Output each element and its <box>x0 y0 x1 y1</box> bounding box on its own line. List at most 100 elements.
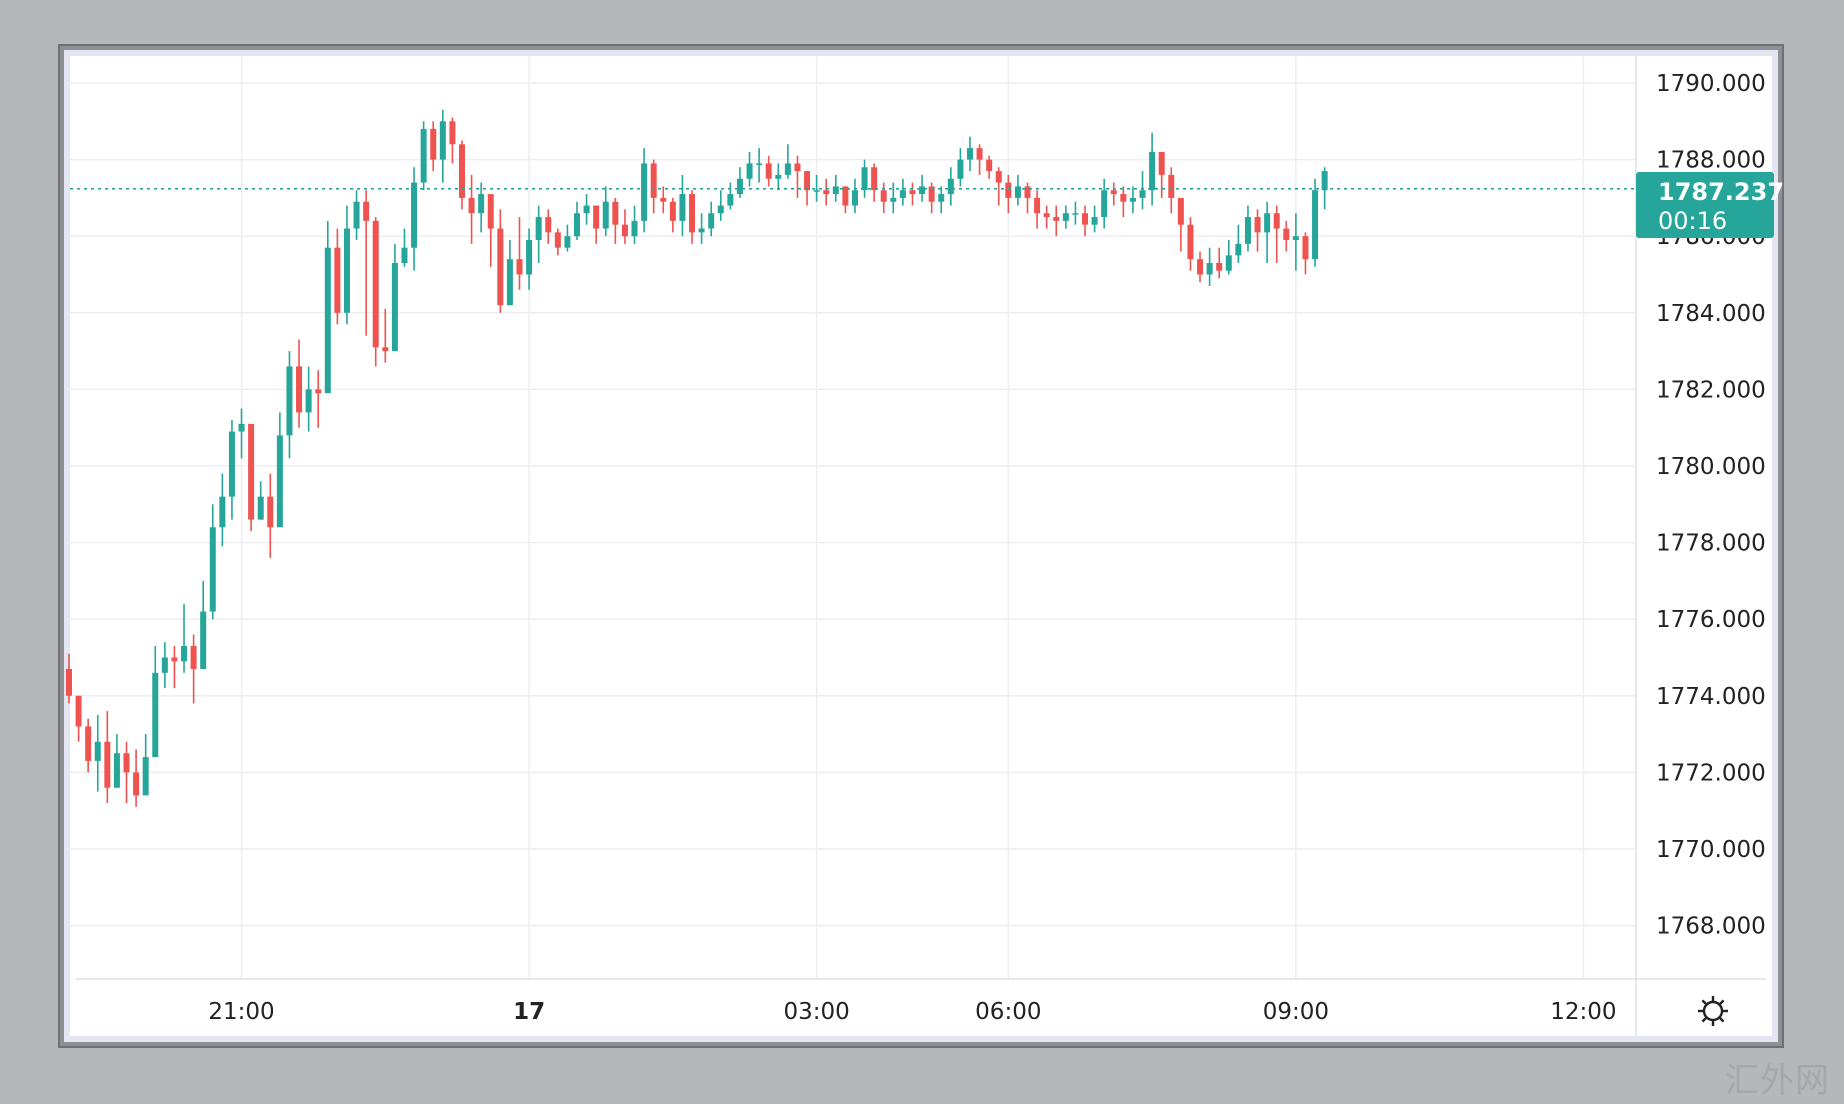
candle-body <box>669 201 676 221</box>
candle-body <box>133 772 140 796</box>
candle-body <box>1034 197 1041 214</box>
candle-body <box>775 174 782 179</box>
candle <box>1244 205 1251 252</box>
candle-body <box>353 201 360 229</box>
candle-body <box>746 163 753 179</box>
candle <box>1292 213 1299 271</box>
time-tick-label: 09:00 <box>1263 999 1329 1025</box>
candle-body <box>526 240 533 275</box>
candle-body <box>612 201 619 225</box>
candle <box>391 243 398 352</box>
candle <box>602 186 609 237</box>
candle-body <box>1014 186 1021 198</box>
candle-body <box>899 190 906 198</box>
candle-body <box>832 186 839 195</box>
candle <box>334 228 341 325</box>
candle <box>1091 205 1098 233</box>
candle <box>1254 209 1261 252</box>
candle-body <box>621 224 628 237</box>
candle-body <box>1091 217 1098 225</box>
candle <box>420 121 427 191</box>
candle-body <box>727 194 734 206</box>
candle-body <box>1024 186 1031 198</box>
time-axis[interactable]: 21:00 17 03:00 06:00 09:00 12:00 <box>208 999 1616 1025</box>
candle-body <box>401 247 408 264</box>
candle <box>871 163 878 202</box>
candle <box>113 734 120 788</box>
candle <box>621 209 628 244</box>
candle <box>938 186 945 214</box>
candle-body <box>123 753 130 773</box>
settings-button[interactable] <box>1698 996 1728 1026</box>
candle <box>698 213 705 244</box>
candle <box>995 167 1002 206</box>
candle <box>94 714 101 792</box>
price-tick-label: 1774.000 <box>1656 684 1766 710</box>
candle <box>1302 232 1309 275</box>
candle <box>267 473 274 558</box>
candle <box>966 136 973 172</box>
candle <box>1139 171 1146 210</box>
candle-body <box>1168 174 1175 198</box>
candle-body <box>957 159 964 179</box>
candle <box>458 140 465 210</box>
candle-body <box>391 263 398 352</box>
candle-body <box>545 217 552 233</box>
candle-body <box>717 205 724 214</box>
candle <box>823 178 830 206</box>
candle-body <box>1244 217 1251 244</box>
candle <box>296 339 303 428</box>
chart-inner-frame <box>64 50 1778 1042</box>
grid-lines <box>70 56 1636 979</box>
candle-body <box>276 435 283 528</box>
candle-body <box>1120 194 1127 202</box>
candle-body <box>200 611 207 669</box>
candle-body <box>641 163 648 221</box>
candle <box>181 603 188 673</box>
candle <box>439 109 446 183</box>
candle-body <box>94 741 101 761</box>
candle-body <box>219 496 226 528</box>
candle <box>1225 240 1232 275</box>
candle <box>947 167 954 206</box>
candle <box>1197 251 1204 283</box>
candle-body <box>938 194 945 202</box>
price-axis[interactable]: 1768.000 1770.000 1772.000 1774.000 1776.000… <box>1656 71 1766 940</box>
candle <box>986 155 993 179</box>
candle <box>209 504 216 620</box>
candle <box>851 178 858 214</box>
price-tick-label: 1770.000 <box>1656 837 1766 863</box>
candle <box>861 159 868 198</box>
candle <box>190 634 197 704</box>
candle <box>1235 224 1242 264</box>
candle-body <box>305 389 312 413</box>
candle-body <box>152 672 159 758</box>
candle <box>1110 182 1117 206</box>
time-tick-label: 12:00 <box>1550 999 1616 1025</box>
candle-body <box>1101 190 1108 218</box>
candle-body <box>689 194 696 233</box>
candle <box>1101 178 1108 229</box>
candle-body <box>363 201 370 221</box>
candle <box>957 148 964 187</box>
candle-body <box>1216 263 1223 271</box>
candle <box>574 201 581 241</box>
candle <box>1149 132 1156 206</box>
candle <box>152 646 159 758</box>
candle-body <box>650 163 657 198</box>
candle-body <box>756 163 763 165</box>
candle <box>468 174 475 244</box>
candle-body <box>986 159 993 172</box>
candle-body <box>248 423 255 520</box>
candle-body <box>382 347 389 352</box>
candle-body <box>1197 259 1204 275</box>
candle-body <box>554 232 561 248</box>
candle-body <box>430 128 437 160</box>
candle <box>650 159 657 214</box>
candle <box>133 749 140 807</box>
candle-body <box>161 657 168 673</box>
candle <box>909 182 916 206</box>
price-tick-label: 1768.000 <box>1656 914 1766 940</box>
candles <box>66 109 1328 807</box>
